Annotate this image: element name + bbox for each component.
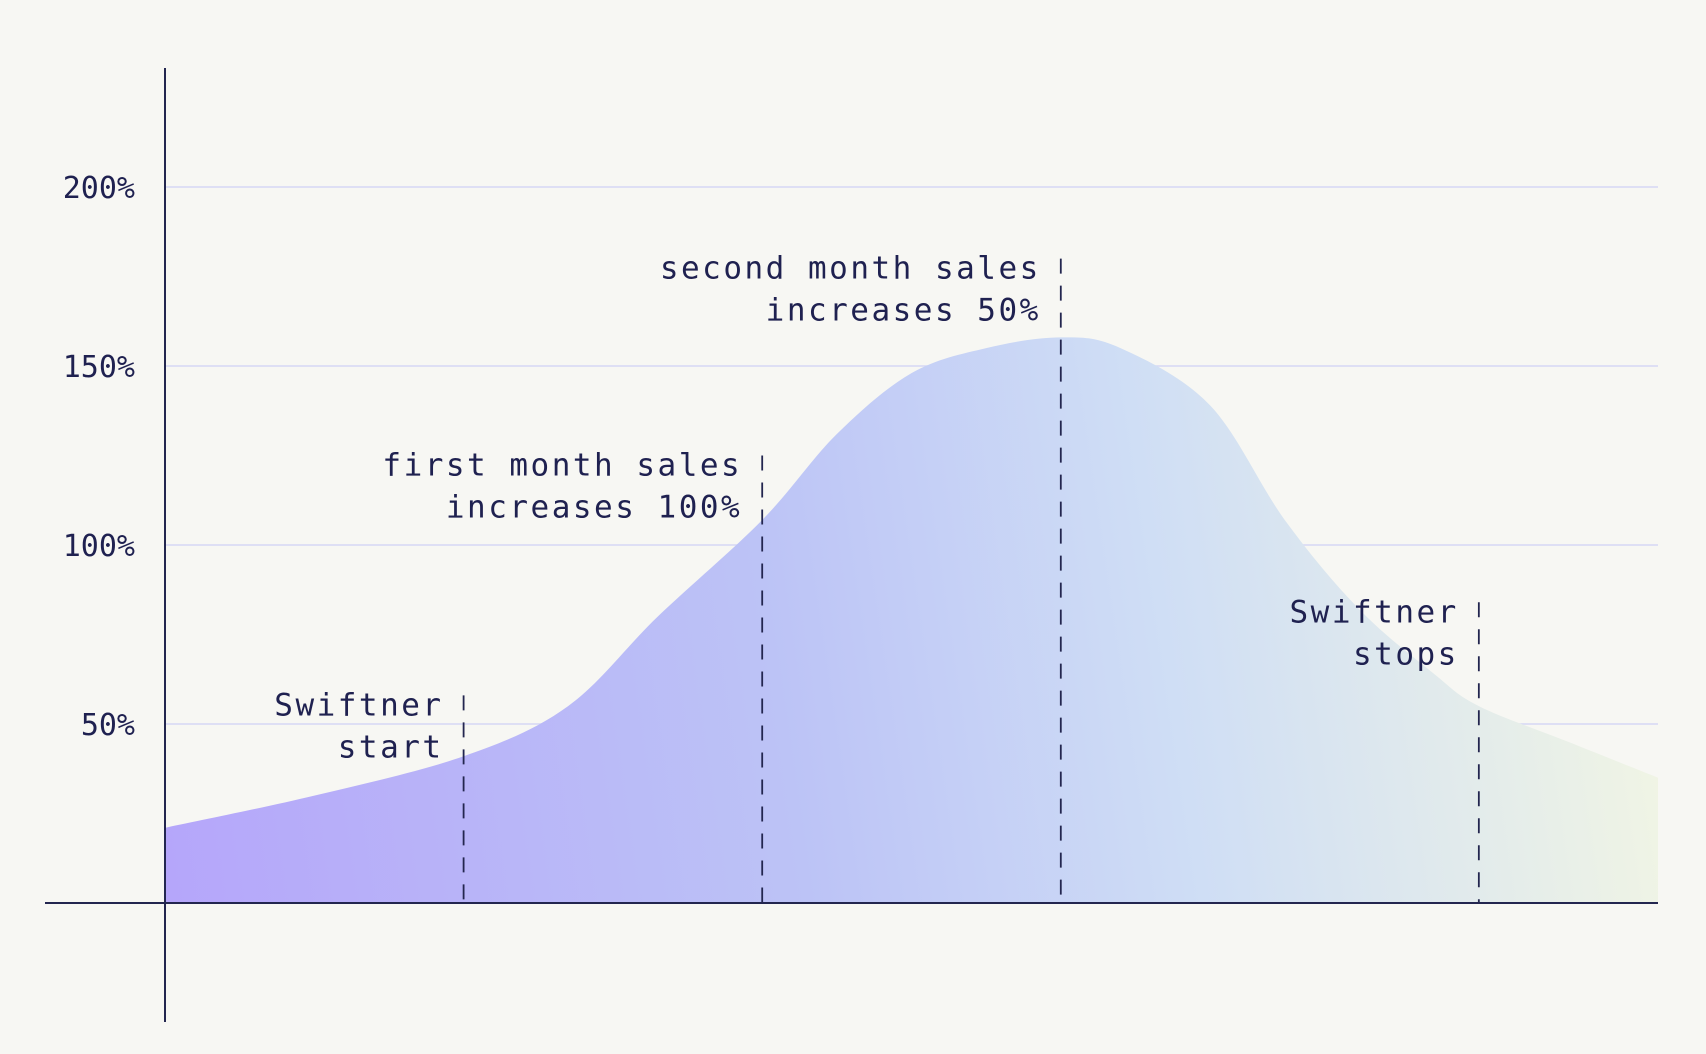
y-tick-label-200: 200%: [63, 171, 135, 206]
annotations: Swiftner start first month sales increases …: [274, 251, 1480, 903]
annotation-label-2-line-1: first month sales: [382, 448, 742, 484]
annotation-label-2-line-2: increases 100%: [446, 490, 742, 526]
annotation-label-3-line-1: second month sales: [660, 251, 1041, 287]
y-tick-label-150: 150%: [63, 350, 135, 385]
annotation-label-4-line-2: stops: [1353, 636, 1459, 672]
annotation-label-3-line-2: increases 50%: [766, 293, 1041, 329]
annotation-label-1-line-2: start: [338, 729, 444, 765]
y-tick-label-100: 100%: [63, 529, 135, 564]
y-tick-label-50: 50%: [81, 708, 135, 743]
area-series: [165, 337, 1658, 903]
annotation-label-4-line-1: Swiftner: [1290, 594, 1459, 630]
axes: [45, 68, 1658, 1022]
area-fill: [165, 337, 1658, 903]
y-tick-labels: 50% 100% 150% 200%: [63, 171, 135, 743]
annotation-label-1-line-1: Swiftner: [274, 687, 443, 723]
